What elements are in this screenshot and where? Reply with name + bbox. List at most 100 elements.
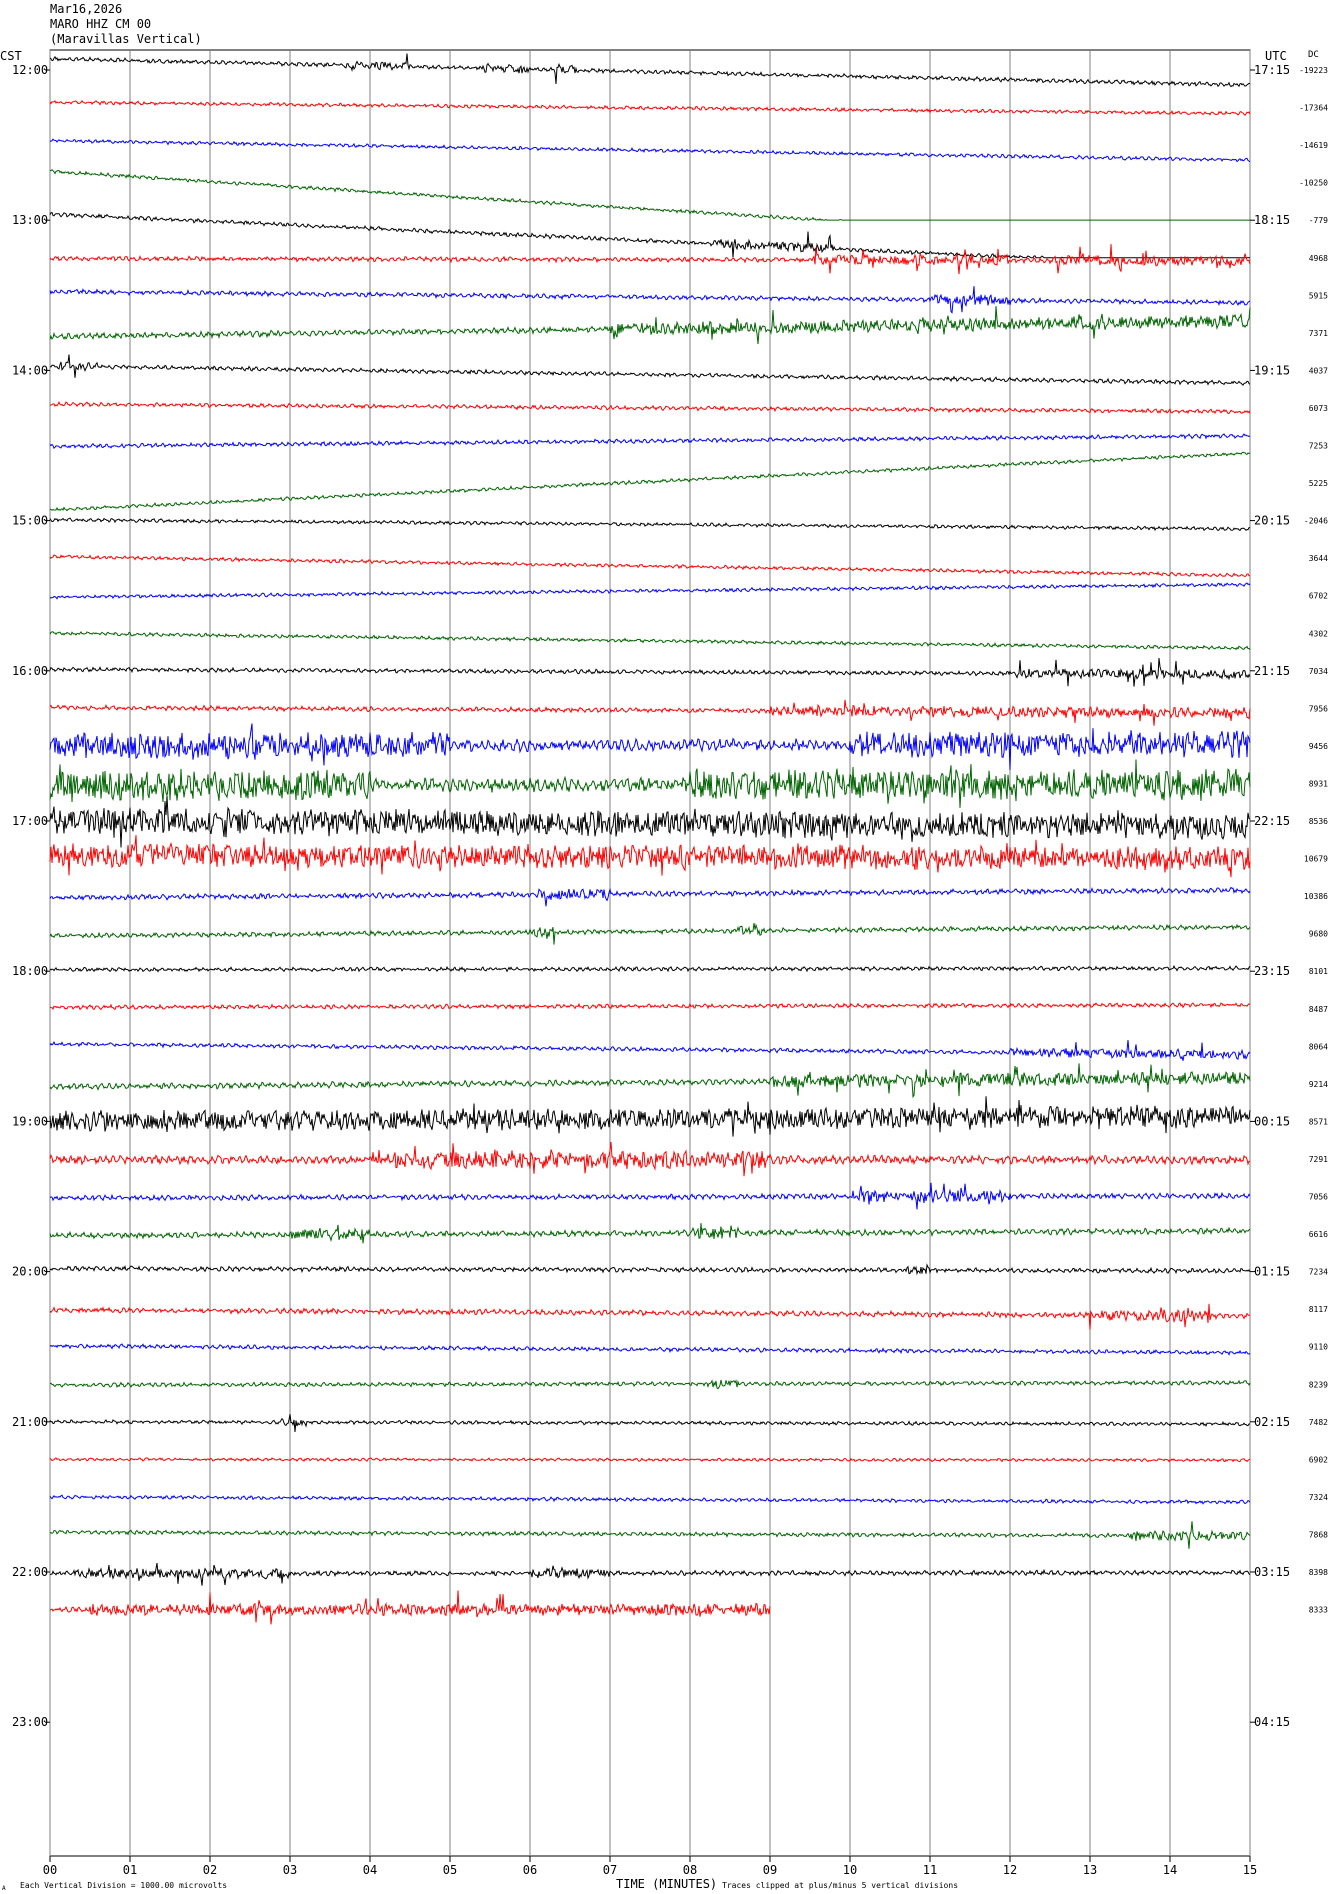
cst-axis-label: CST bbox=[0, 49, 22, 63]
dc-offset-label: 8064 bbox=[1309, 1042, 1328, 1051]
dc-offset-label: 7324 bbox=[1309, 1493, 1328, 1502]
seismic-trace bbox=[49, 1263, 1251, 1276]
seismic-trace bbox=[49, 1379, 1251, 1390]
dc-offset-label: 5225 bbox=[1309, 479, 1328, 488]
dc-offset-label: 8101 bbox=[1309, 967, 1328, 976]
dc-offset-label: 9680 bbox=[1309, 930, 1328, 939]
seismic-trace bbox=[49, 759, 1251, 808]
utc-hour-label: 03:15 bbox=[1254, 1565, 1290, 1579]
seismic-trace bbox=[49, 630, 1251, 651]
x-tick-label: 14 bbox=[1163, 1863, 1177, 1877]
dc-offset-label: 10386 bbox=[1304, 892, 1328, 901]
dc-offset-label: 5915 bbox=[1309, 291, 1328, 300]
seismic-trace bbox=[49, 723, 1251, 771]
dc-offset-label: 7956 bbox=[1309, 704, 1328, 713]
seismic-trace bbox=[49, 1040, 1251, 1061]
dc-offset-label: -10250 bbox=[1299, 179, 1328, 188]
seismic-trace bbox=[49, 451, 1251, 512]
seismic-trace bbox=[49, 1590, 771, 1625]
seismic-trace bbox=[49, 964, 1251, 973]
dc-offset-label: 7482 bbox=[1309, 1418, 1328, 1427]
x-tick-label: 04 bbox=[363, 1863, 377, 1877]
dc-offset-label: 8239 bbox=[1309, 1380, 1328, 1389]
seismic-trace bbox=[49, 1182, 1251, 1210]
clip-note: Traces clipped at plus/minus 5 vertical … bbox=[722, 1881, 958, 1890]
dc-offset-label: 8571 bbox=[1309, 1117, 1328, 1126]
dc-offset-label: 7253 bbox=[1309, 442, 1328, 451]
utc-hour-label: 21:15 bbox=[1254, 664, 1290, 678]
dc-offset-label: 8398 bbox=[1309, 1568, 1328, 1577]
seismic-trace bbox=[49, 53, 1251, 88]
header-date: Mar16,2026 bbox=[50, 2, 123, 16]
seismic-trace bbox=[49, 1343, 1251, 1356]
x-tick-label: 12 bbox=[1003, 1863, 1017, 1877]
cst-hour-label: 14:00 bbox=[12, 363, 48, 377]
utc-hour-label: 17:15 bbox=[1254, 63, 1290, 77]
dc-offset-label: 3644 bbox=[1309, 554, 1328, 563]
dc-offset-label: 6902 bbox=[1309, 1455, 1328, 1464]
scale-note: Each Vertical Division = 1000.00 microvo… bbox=[20, 1881, 227, 1890]
seismic-trace bbox=[49, 99, 1251, 117]
dc-offset-label: 4302 bbox=[1309, 629, 1328, 638]
seismic-trace bbox=[49, 1562, 1251, 1586]
utc-hour-label: 00:15 bbox=[1254, 1114, 1290, 1128]
dc-offset-label: 7868 bbox=[1309, 1530, 1328, 1539]
dc-label: DC bbox=[1308, 50, 1319, 60]
cst-hour-label: 16:00 bbox=[12, 664, 48, 678]
x-tick-label: 00 bbox=[43, 1863, 57, 1877]
dc-offset-label: 8536 bbox=[1309, 817, 1328, 826]
cst-hour-label: 22:00 bbox=[12, 1565, 48, 1579]
seismic-trace bbox=[49, 1521, 1251, 1549]
header-location: (Maravillas Vertical) bbox=[50, 32, 202, 46]
cst-hour-label: 12:00 bbox=[12, 63, 48, 77]
x-tick-label: 07 bbox=[603, 1863, 617, 1877]
cst-hour-label: 13:00 bbox=[12, 213, 48, 227]
dc-offset-label: -17364 bbox=[1299, 104, 1328, 113]
corner-mark: A bbox=[2, 1885, 6, 1892]
seismic-trace bbox=[49, 795, 1251, 848]
dc-offset-label: 9456 bbox=[1309, 742, 1328, 751]
utc-hour-label: 20:15 bbox=[1254, 514, 1290, 528]
dc-offset-label: 6073 bbox=[1309, 404, 1328, 413]
x-tick-label: 08 bbox=[683, 1863, 697, 1877]
cst-hour-label: 23:00 bbox=[12, 1715, 48, 1729]
seismic-trace bbox=[49, 1141, 1251, 1177]
dc-offset-label: 7291 bbox=[1309, 1155, 1328, 1164]
dc-offset-label: 9110 bbox=[1309, 1343, 1328, 1352]
seismic-trace bbox=[49, 835, 1251, 878]
seismic-trace bbox=[49, 1096, 1251, 1137]
utc-hour-label: 19:15 bbox=[1254, 363, 1290, 377]
seismic-trace bbox=[49, 1494, 1251, 1505]
seismic-trace bbox=[49, 169, 1250, 221]
header-station: MARO HHZ CM 00 bbox=[50, 17, 152, 31]
seismic-trace bbox=[49, 886, 1251, 907]
utc-hour-label: 01:15 bbox=[1254, 1265, 1290, 1279]
dc-offset-label: -14619 bbox=[1299, 141, 1328, 150]
dc-offset-label: 10679 bbox=[1304, 855, 1328, 864]
seismic-trace bbox=[49, 306, 1251, 345]
seismic-trace bbox=[49, 517, 1250, 532]
dc-offset-label: 4968 bbox=[1309, 254, 1328, 263]
cst-hour-label: 20:00 bbox=[12, 1265, 48, 1279]
cst-hour-label: 17:00 bbox=[12, 814, 48, 828]
x-tick-label: 03 bbox=[283, 1863, 297, 1877]
seismic-trace bbox=[49, 1457, 1251, 1463]
x-tick-label: 15 bbox=[1243, 1863, 1257, 1877]
dc-offset-label: 4037 bbox=[1309, 366, 1328, 375]
x-tick-label: 09 bbox=[763, 1863, 777, 1877]
dc-offset-label: 9214 bbox=[1309, 1080, 1328, 1089]
x-tick-label: 01 bbox=[123, 1863, 137, 1877]
seismic-trace bbox=[49, 1414, 1251, 1433]
seismic-trace bbox=[49, 138, 1251, 163]
seismic-trace bbox=[49, 922, 1251, 945]
dc-offset-label: -779 bbox=[1309, 216, 1328, 225]
cst-hour-label: 19:00 bbox=[12, 1114, 48, 1128]
seismic-trace bbox=[49, 1303, 1251, 1330]
plot-frame bbox=[49, 49, 1251, 1857]
utc-hour-label: 22:15 bbox=[1254, 814, 1290, 828]
cst-hour-label: 15:00 bbox=[12, 514, 48, 528]
dc-offset-label: 6702 bbox=[1309, 592, 1328, 601]
dc-offset-label: 8487 bbox=[1309, 1005, 1328, 1014]
dc-offset-label: 7034 bbox=[1309, 667, 1328, 676]
